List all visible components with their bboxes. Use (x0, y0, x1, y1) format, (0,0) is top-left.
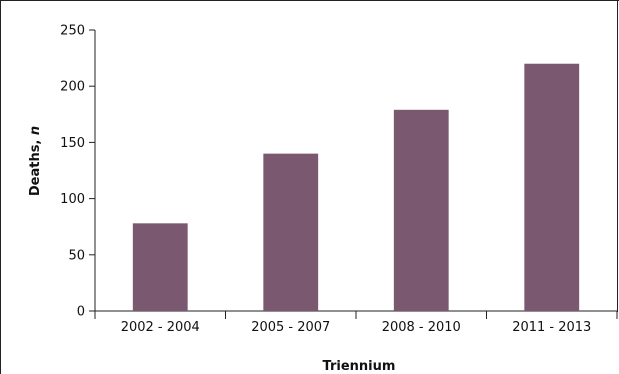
y-axis-title: Deaths, n (28, 126, 43, 196)
x-tick-label-0: 2002 - 2004 (121, 320, 200, 335)
y-axis-title-italic: n (28, 126, 43, 135)
y-axis: 0 50 100 150 200 250 (60, 24, 96, 320)
x-axis: 2002 - 2004 2005 - 2007 2008 - 2010 2011 - … (94, 310, 618, 335)
bar-0 (132, 223, 188, 311)
bar-2 (393, 109, 449, 311)
y-tick-label-5: 250 (60, 24, 85, 39)
y-tick-label-1: 50 (68, 248, 85, 263)
x-tick-label-3: 2011 - 2013 (512, 320, 591, 335)
y-axis-title-main: Deaths, (28, 135, 43, 196)
y-tick-label-2: 100 (60, 192, 85, 207)
y-tick-label-3: 150 (60, 136, 85, 151)
bar-1 (263, 153, 319, 311)
bars (132, 63, 580, 311)
x-tick-label-2: 2008 - 2010 (382, 320, 461, 335)
y-tick-label-4: 200 (60, 80, 85, 95)
chart-frame-right-edge (617, 0, 618, 312)
bar-3 (524, 63, 580, 311)
x-axis-title: Triennium (323, 359, 396, 374)
y-tick-label-0: 0 (77, 305, 85, 320)
x-tick-label-1: 2005 - 2007 (251, 320, 330, 335)
